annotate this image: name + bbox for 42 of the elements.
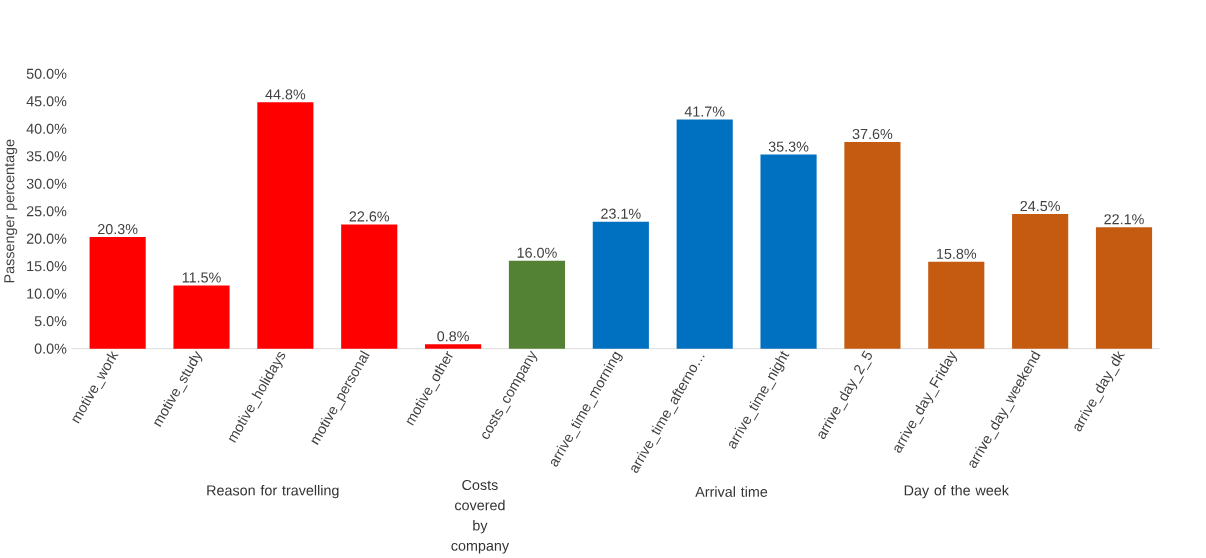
bar <box>508 260 566 349</box>
data-label: 15.8% <box>937 248 977 259</box>
data-label: 11.5% <box>182 272 221 283</box>
y-tick-label: 25.0% <box>26 206 67 217</box>
y-tick-label: 10.0% <box>27 288 67 299</box>
text: Costs covered by company <box>451 479 510 554</box>
data-label: 35.3% <box>768 141 809 152</box>
bar <box>173 285 230 349</box>
bar <box>676 119 733 349</box>
bar <box>425 344 482 349</box>
y-tick-label: 30.0% <box>26 178 67 189</box>
data-label: 16.0% <box>517 247 557 258</box>
bar <box>844 141 901 349</box>
y-tick-label: 45.0% <box>26 96 67 107</box>
text: Arrival time <box>695 486 768 497</box>
data-label: 44.8% <box>265 89 306 100</box>
y-tick-label: 50.0% <box>26 68 67 79</box>
text: Reason for travelling <box>207 484 339 499</box>
data-label: 24.5% <box>1020 200 1060 212</box>
bar <box>1012 213 1069 349</box>
bar <box>257 102 314 349</box>
bar <box>928 261 985 349</box>
bar <box>592 221 649 349</box>
y-tick-label: 15.0% <box>27 261 67 272</box>
bar <box>1095 227 1153 349</box>
data-label: 0.8% <box>437 331 469 342</box>
data-label: 20.3% <box>98 224 138 235</box>
data-label: 22.1% <box>1104 214 1144 225</box>
y-tick-label: 5.0% <box>34 316 67 327</box>
y-tick-label: 40.0% <box>26 123 67 134</box>
y-tick-label: 35.0% <box>26 151 67 162</box>
bar <box>341 224 398 349</box>
bar <box>760 154 817 349</box>
data-label: 22.6% <box>349 211 390 222</box>
y-axis-title: Passenger percentage <box>4 139 18 283</box>
text: Day of the week <box>904 484 1009 499</box>
y-tick-label: 20.0% <box>26 233 67 244</box>
data-label: 23.1% <box>601 208 641 219</box>
data-label: 37.6% <box>852 128 893 140</box>
bar <box>89 237 146 349</box>
y-tick-label: 0.0% <box>34 343 67 354</box>
data-label: 41.7% <box>684 106 725 117</box>
